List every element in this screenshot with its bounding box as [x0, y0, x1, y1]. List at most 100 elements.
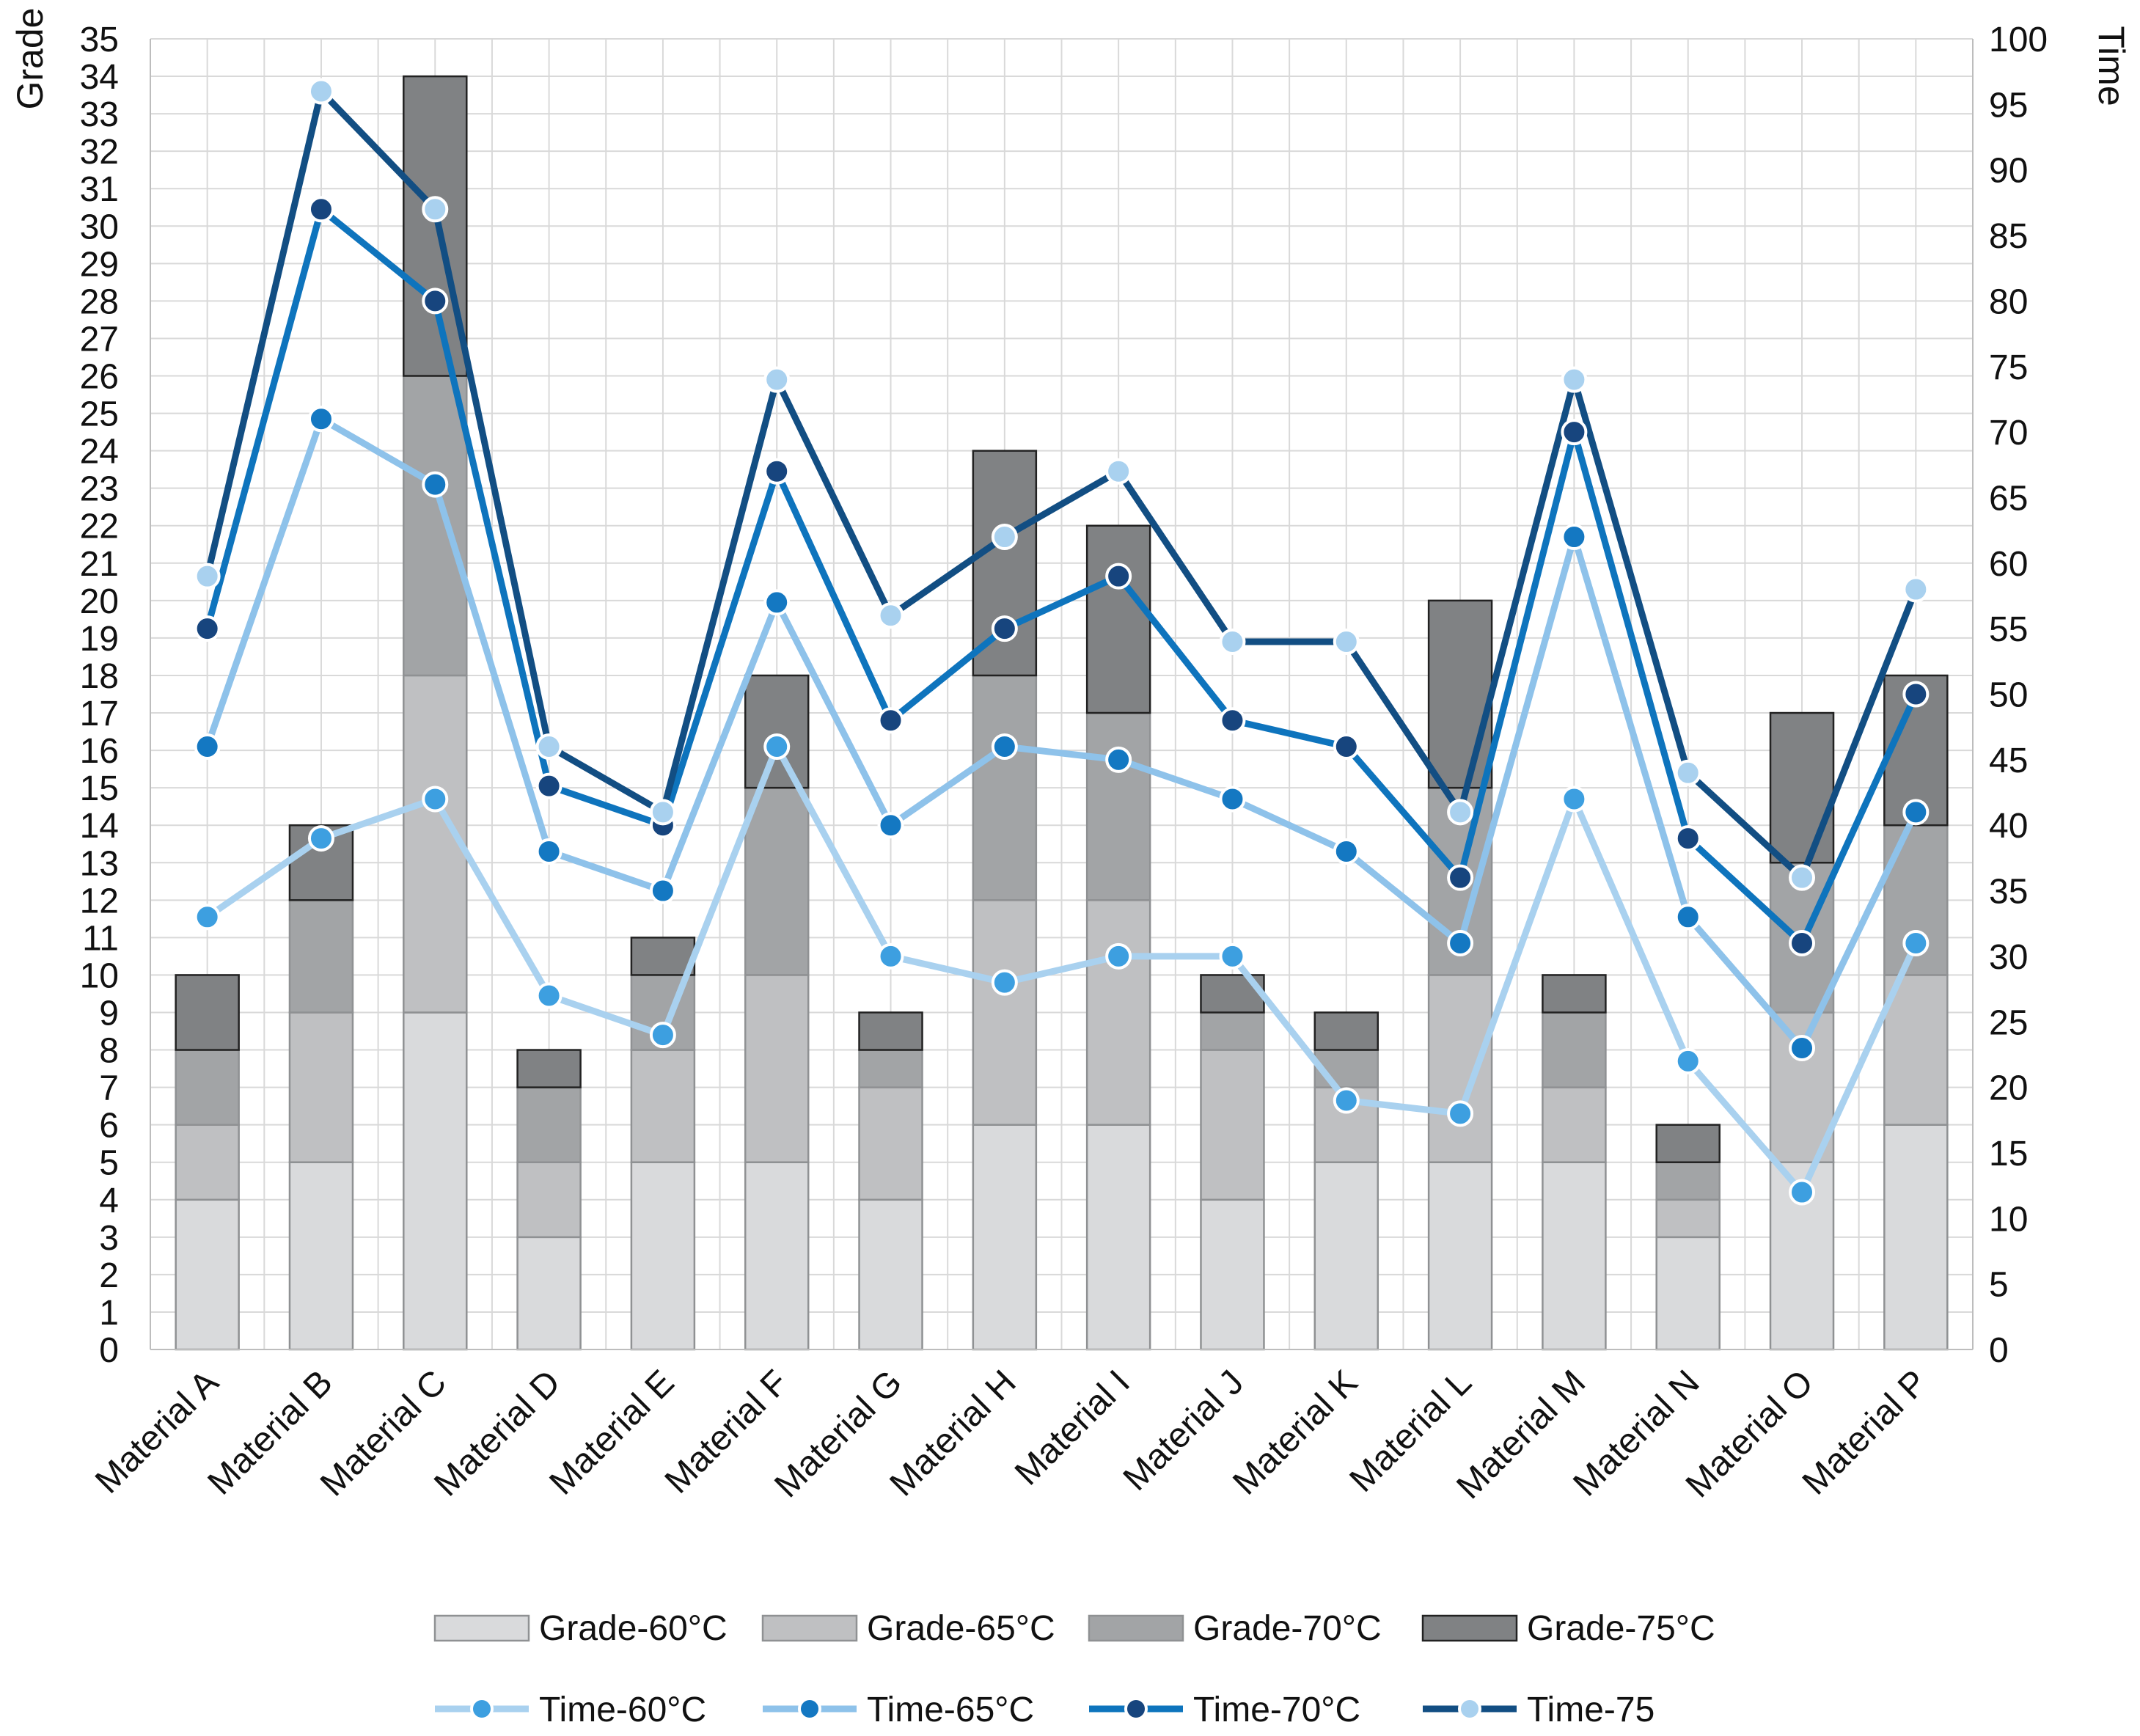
y2-tick-label: 75: [1989, 348, 2028, 387]
y-tick-label: 17: [80, 695, 119, 733]
point-time-65-c-material-e: [649, 877, 676, 904]
bar-grade-70-c-material-c: [403, 375, 468, 677]
point-time-65-c-material-d: [535, 838, 563, 865]
y-tick-label: 14: [80, 807, 119, 846]
y-tick-label: 22: [80, 508, 119, 546]
point-time-70-c-material-j: [1219, 707, 1246, 734]
y-tick-label: 0: [99, 1331, 119, 1370]
legend-swatch-grade-65-c: [761, 1614, 858, 1642]
y-tick-label: 30: [80, 208, 119, 246]
y2-tick-label: 25: [1989, 1003, 2028, 1042]
y-tick-label: 15: [80, 769, 119, 808]
point-time-60-c-material-c: [422, 785, 449, 813]
point-time-60-c-material-o: [1789, 1179, 1816, 1206]
point-time-60-c-material-h: [991, 969, 1018, 996]
bar-grade-70-c-material-a: [175, 1049, 240, 1126]
bar-grade-75-c-material-d: [516, 1049, 582, 1088]
y-tick-label: 3: [99, 1219, 119, 1258]
x-category-label: Material H: [882, 1363, 1023, 1504]
y-tick-label: 27: [80, 320, 119, 359]
point-time-65-c-material-f: [763, 589, 791, 616]
y-tick-label: 18: [80, 657, 119, 696]
legend-label-time-60-c: Time-60°C: [539, 1691, 706, 1729]
legend-label-time-70-c: Time-70°C: [1193, 1691, 1360, 1729]
bar-grade-65-c-material-g: [858, 1086, 923, 1201]
x-category-label: Material K: [1225, 1363, 1365, 1502]
point-time-60-c-material-j: [1219, 942, 1246, 970]
y-tick-label: 6: [99, 1107, 119, 1146]
point-time-60-c-material-k: [1333, 1087, 1360, 1114]
point-time-60-c-material-i: [1105, 942, 1132, 970]
y-tick-label: 24: [80, 433, 119, 472]
bar-grade-60-c-material-p: [1883, 1124, 1949, 1351]
point-time-75-material-m: [1561, 366, 1588, 393]
y-tick-label: 7: [99, 1069, 119, 1108]
y2-tick-label: 30: [1989, 938, 2028, 977]
y-tick-label: 29: [80, 245, 119, 284]
point-time-65-c-material-n: [1674, 904, 1701, 931]
bar-grade-75-c-material-f: [744, 674, 810, 789]
y2-tick-label: 65: [1989, 479, 2028, 518]
bar-grade-70-c-material-d: [516, 1086, 582, 1163]
point-time-60-c-material-p: [1902, 930, 1930, 957]
point-time-75-material-a: [194, 563, 221, 590]
y2-tick-label: 45: [1989, 741, 2028, 780]
legend-label-time-65-c: Time-65°C: [867, 1691, 1034, 1729]
y2-tick-label: 55: [1989, 610, 2028, 649]
y-tick-label: 19: [80, 620, 119, 659]
point-time-60-c-material-n: [1674, 1047, 1701, 1074]
point-time-70-c-material-h: [991, 615, 1018, 642]
y-tick-label: 11: [82, 919, 119, 958]
bar-grade-75-c-material-a: [175, 974, 240, 1051]
y-tick-label: 33: [80, 95, 119, 134]
bar-grade-60-c-material-m: [1542, 1161, 1607, 1351]
legend-label-grade-65-c: Grade-65°C: [867, 1609, 1055, 1648]
point-time-70-c-material-b: [307, 196, 334, 223]
legend-swatch-grade-70-c: [1088, 1614, 1184, 1642]
point-time-60-c-material-m: [1561, 785, 1588, 813]
bar-grade-60-c-material-g: [858, 1198, 923, 1351]
bar-grade-60-c-material-c: [403, 1011, 468, 1351]
point-time-75-material-c: [422, 196, 449, 223]
point-time-70-c-material-d: [535, 772, 563, 799]
bar-grade-65-c-material-l: [1427, 974, 1493, 1163]
bar-grade-65-c-material-h: [972, 899, 1038, 1126]
bar-grade-65-c-material-a: [175, 1124, 240, 1201]
point-time-75-material-p: [1902, 576, 1930, 603]
y-tick-label: 1: [99, 1294, 119, 1333]
y2-tick-label: 50: [1989, 676, 2028, 715]
y2-tick-label: 20: [1989, 1069, 2028, 1108]
legend-swatch-grade-75-c: [1421, 1614, 1518, 1642]
bar-grade-75-c-material-l: [1427, 599, 1493, 789]
bar-grade-70-c-material-g: [858, 1049, 923, 1088]
bar-grade-75-c-material-e: [630, 937, 696, 976]
point-time-65-c-material-p: [1902, 799, 1930, 826]
bar-grade-75-c-material-o: [1769, 711, 1835, 864]
bar-grade-70-c-material-h: [972, 674, 1038, 901]
bar-grade-65-c-material-m: [1542, 1086, 1607, 1163]
bar-grade-70-c-material-m: [1542, 1011, 1607, 1088]
point-time-70-c-material-k: [1333, 733, 1360, 760]
bar-grade-60-c-material-b: [288, 1161, 354, 1351]
bar-grade-75-c-material-i: [1085, 524, 1151, 714]
y-axis-left-title: Grade: [10, 8, 51, 110]
bar-grade-65-c-material-e: [630, 1049, 696, 1163]
y2-tick-label: 70: [1989, 414, 2028, 453]
point-time-60-c-material-b: [307, 825, 334, 852]
bar-grade-75-c-material-g: [858, 1011, 923, 1051]
y-tick-label: 8: [99, 1032, 119, 1071]
bar-series: [175, 75, 1949, 1351]
point-time-75-material-e: [649, 799, 676, 826]
legend-marker-time-75: [1458, 1697, 1481, 1721]
point-time-60-c-material-a: [194, 904, 221, 931]
point-time-65-c-material-l: [1447, 930, 1474, 957]
point-time-70-c-material-f: [763, 458, 791, 485]
point-time-75-material-k: [1333, 629, 1360, 656]
bar-grade-70-c-material-n: [1655, 1161, 1721, 1201]
y2-tick-label: 5: [1989, 1266, 2009, 1305]
y-tick-label: 32: [80, 133, 119, 172]
line-time-75: [204, 87, 1919, 882]
point-time-70-c-material-n: [1674, 825, 1701, 852]
point-time-75-material-j: [1219, 629, 1246, 656]
